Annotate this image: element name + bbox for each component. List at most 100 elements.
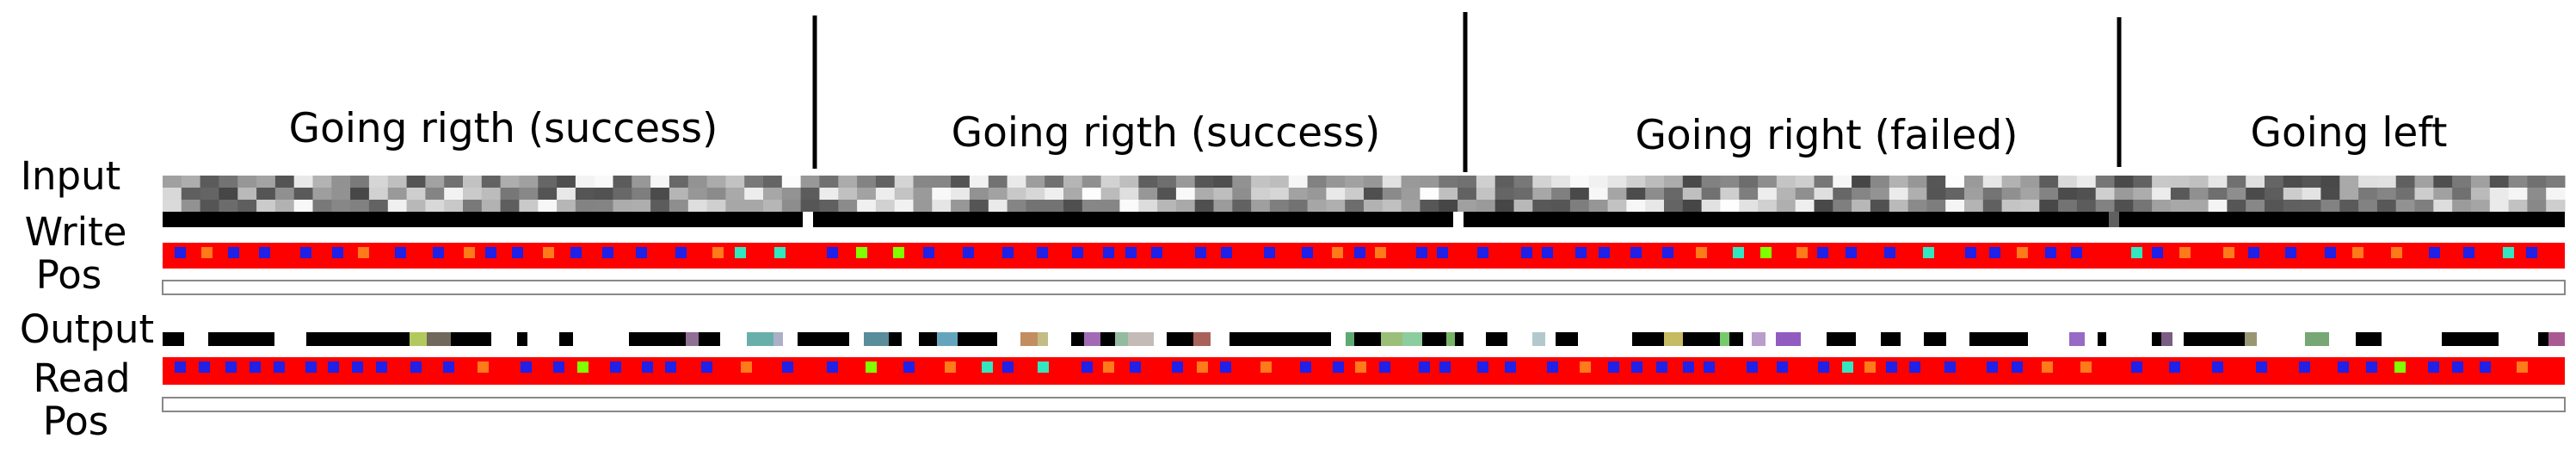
input-cell [425,188,445,200]
input-cell [2020,176,2040,188]
head-marker [512,247,523,258]
input-cell [2395,188,2415,200]
head-marker [2338,361,2349,373]
input-cell [2170,176,2191,188]
input-cell [1494,200,1514,212]
input-cell [1870,188,1890,200]
output-cell [2329,332,2356,346]
head-marker [2352,247,2363,258]
input-cell [1551,176,1571,188]
input-cell [2152,176,2172,188]
head-marker [1332,247,1343,258]
input-cell [800,188,820,200]
input-cell [1420,188,1439,200]
output-cell [1969,332,1980,346]
input-cell [500,200,520,212]
input-cell [725,176,745,188]
head-marker [199,361,210,373]
input-cell [2376,176,2397,188]
input-cell [763,176,783,188]
output-cell [2003,332,2028,346]
head-marker [1002,361,1014,373]
input-cell [368,176,389,188]
input-cell [875,200,896,212]
input-cell [1532,176,1552,188]
head-marker [1477,247,1488,258]
output-cell [1766,332,1776,346]
output-cell [250,332,274,346]
input-cell [1382,200,1402,212]
input-cell [1776,176,1796,188]
output-cell [1020,332,1038,346]
input-cell [1476,176,1496,188]
input-cell [1326,176,1346,188]
input-cell [1907,200,1927,212]
head-marker [636,247,647,258]
output-cell [184,332,208,346]
input-cell [632,176,651,188]
output-cell [392,332,410,346]
input-cell [219,176,238,188]
output-cell [902,332,919,346]
input-cell [800,200,820,212]
head-marker [1704,361,1715,373]
input-cell [632,200,651,212]
head-marker [1355,361,1366,373]
row-label-write: Write [25,209,127,255]
input-cell [2320,200,2340,212]
input-cell [1551,188,1571,200]
input-cell [481,200,502,212]
input-cell [2339,176,2359,188]
head-marker [485,247,496,258]
input-cell [1926,188,1946,200]
input-cell [1814,200,1833,212]
input-cell [1569,176,1590,188]
input-cell [2058,188,2078,200]
output-cell [2210,332,2221,346]
input-cell [1607,200,1627,212]
head-marker [1817,247,1828,258]
input-cell [500,188,520,200]
head-marker [642,361,653,373]
head-marker [2256,361,2267,373]
input-cell [1982,176,2003,188]
input-cell [1251,188,1271,200]
head-marker [250,361,261,373]
head-marker [893,247,904,258]
input-cell [781,176,802,188]
head-marker [665,361,676,373]
input-cell [1026,200,1045,212]
output-cell [889,332,902,346]
output-cell [376,332,392,346]
input-cell [800,176,820,188]
output-cell [699,332,720,346]
input-cell [2302,200,2321,212]
head-marker [1419,361,1430,373]
output-cell [1578,332,1589,346]
row-label-input: Input [21,153,121,199]
head-marker [2179,247,2191,258]
input-cell [1964,188,1984,200]
input-cell [838,200,858,212]
input-cell [1138,188,1158,200]
head-marker [577,361,589,373]
head-marker [945,361,956,373]
input-cell [1194,200,1214,212]
input-cell [913,176,933,188]
head-marker [1125,247,1137,258]
output-cell [997,332,1010,346]
input-cell [1269,176,1290,188]
output-cell [1881,332,1901,346]
output-cell [2548,332,2565,346]
output-cell [1331,332,1346,346]
input-cell [1494,188,1514,200]
input-cell [1569,188,1590,200]
input-cell [2152,200,2172,212]
input-cell [2339,200,2359,212]
input-cell [350,176,370,188]
input-cell [406,176,426,188]
input-cell [838,176,858,188]
input-cell [1194,188,1214,200]
input-cell [444,188,464,200]
output-cell [2054,332,2069,346]
